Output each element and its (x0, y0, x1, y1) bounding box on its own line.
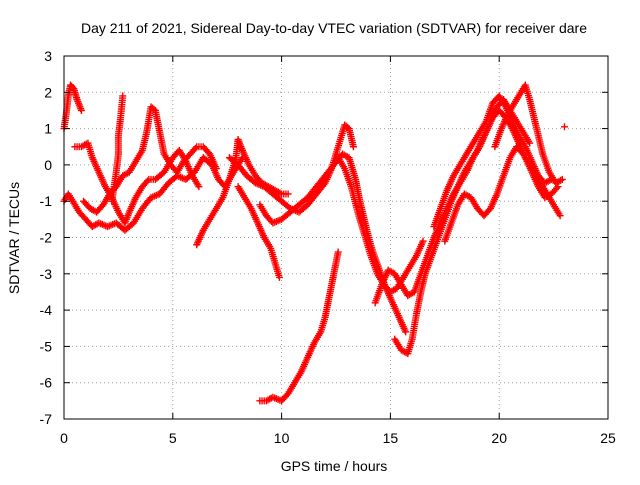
x-axis-label: GPS time / hours (281, 458, 388, 474)
data-point (560, 123, 568, 131)
data-point (349, 143, 357, 151)
data-point (212, 165, 220, 173)
y-tick-label: -2 (40, 230, 53, 246)
grid-lines (64, 56, 608, 419)
x-tick-label: 25 (600, 430, 616, 446)
data-points (60, 81, 568, 405)
data-point (191, 144, 199, 152)
data-point (108, 197, 116, 205)
series-arc-2 (60, 154, 246, 234)
y-tick-label: 3 (44, 48, 52, 64)
data-point (144, 177, 152, 185)
y-tick-label: 2 (44, 84, 52, 100)
y-tick-label: 1 (44, 121, 52, 137)
y-tick-label: -7 (40, 411, 53, 427)
data-point (557, 176, 565, 184)
data-point (195, 183, 203, 191)
data-point (276, 189, 284, 197)
data-point (284, 190, 292, 198)
series-arc-4 (80, 103, 220, 216)
data-point (553, 184, 561, 192)
series-arc-13 (391, 96, 534, 358)
series-arc-16 (491, 81, 566, 187)
data-point (402, 328, 410, 336)
chart-title: Day 211 of 2021, Sidereal Day-to-day VTE… (81, 20, 587, 36)
y-axis-label: SDTVAR / TECUs (6, 182, 22, 294)
y-tick-label: -6 (40, 375, 53, 391)
data-point (275, 273, 283, 281)
x-tick-label: 0 (60, 430, 68, 446)
series-arc-15 (441, 143, 564, 245)
series-arc-5 (108, 92, 127, 205)
x-tick-label: 15 (383, 430, 399, 446)
y-tick-label: -5 (40, 338, 53, 354)
data-point (334, 248, 342, 256)
data-point (526, 139, 534, 147)
data-point (558, 175, 566, 183)
y-tick-label: -3 (40, 266, 53, 282)
y-tick-label: -1 (40, 193, 53, 209)
data-point (419, 237, 427, 245)
series-arc-12 (371, 106, 562, 307)
series-arc-10 (256, 248, 342, 405)
series-arc-7 (234, 183, 283, 281)
series-arc-9 (256, 150, 410, 336)
x-tick-label: 5 (169, 430, 177, 446)
y-tick-label: -4 (40, 302, 53, 318)
x-tick-label: 20 (491, 430, 507, 446)
series-arc-3 (71, 139, 203, 227)
x-tick-label: 10 (274, 430, 290, 446)
data-point (77, 106, 85, 114)
series-isolated (560, 123, 568, 131)
y-tick-label: 0 (44, 157, 52, 173)
data-point (556, 212, 564, 220)
